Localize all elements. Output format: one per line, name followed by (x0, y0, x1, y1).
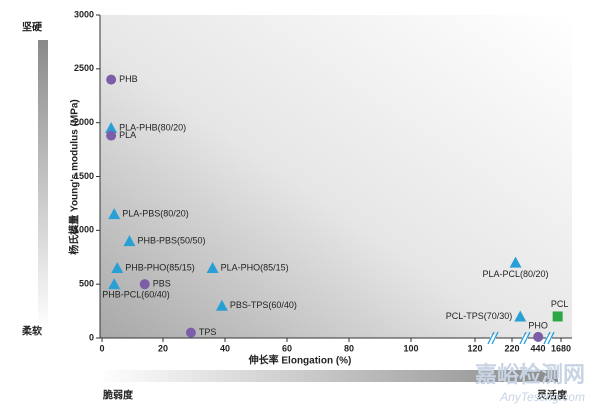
y-tick-label: 0 (89, 332, 94, 342)
point-label: PHB (119, 74, 138, 84)
point (533, 331, 544, 342)
axis-break (491, 331, 499, 345)
plot-background (100, 15, 572, 338)
point-label: PLA-PHO(85/15) (221, 262, 289, 272)
y-tick-label: 500 (79, 279, 94, 289)
x-tick-label: 100 (403, 343, 418, 353)
axis-break-gap (522, 335, 528, 341)
x-tick-label: 220 (504, 343, 519, 353)
y-tick-label: 2500 (74, 63, 94, 73)
axis-break (519, 331, 527, 345)
point-label: PLA (119, 130, 136, 140)
x-tick-label: 60 (282, 343, 292, 353)
axis-break (487, 331, 495, 345)
y-tick-label: 2000 (74, 117, 94, 127)
point-label: PBS (153, 279, 171, 289)
axis-break (547, 331, 555, 345)
point (106, 74, 117, 85)
top-label: 坚硬 (22, 21, 43, 34)
bottom-label: 柔软 (21, 325, 42, 338)
y-tick-label: 1000 (74, 225, 94, 235)
point-label: PBS-TPS(60/40) (230, 300, 297, 310)
watermark: 嘉峪检测网 (475, 362, 585, 387)
axis-break-gap (490, 335, 496, 341)
point (108, 208, 121, 220)
y-tick-label: 1500 (74, 171, 94, 181)
point-label: PHB-PCL(60/40) (102, 290, 170, 300)
point (206, 262, 219, 274)
watermark-url: AnyTesting.com (499, 390, 585, 404)
axis-break (543, 331, 551, 345)
point (514, 310, 527, 322)
point (215, 299, 228, 311)
point-label: PHB-PHO(85/15) (125, 262, 195, 272)
left-label: 脆弱度 (102, 389, 134, 402)
point (185, 327, 196, 338)
right-label: 灵活度 (537, 389, 568, 402)
point (123, 235, 136, 247)
point (139, 279, 150, 290)
point-label: PLA-PHB(80/20) (119, 122, 186, 132)
point-label: PLA-PCL(80/20) (483, 269, 549, 279)
x-tick-label: 40 (220, 343, 230, 353)
y-tick-label: 3000 (74, 9, 94, 19)
point (106, 130, 117, 141)
x-tick-label: 20 (158, 343, 168, 353)
flexibility-bar (98, 370, 558, 382)
point-label: PCL (551, 299, 569, 309)
point (552, 311, 563, 322)
axis-break-gap (546, 335, 552, 341)
point-label: PLA-PBS(80/20) (122, 209, 189, 219)
y-axis-title: 杨氏模量 Young's modulus (MPa) (68, 99, 81, 255)
x-tick-label: 1680 (551, 343, 571, 353)
x-tick-label: 80 (344, 343, 354, 353)
axis-break (523, 331, 531, 345)
point-label: PHO (528, 320, 548, 330)
point-label: PHB-PBS(50/50) (137, 235, 205, 245)
point (509, 256, 522, 268)
point (105, 122, 118, 134)
x-axis-title: 伸长率 Elongation (%) (248, 354, 352, 367)
point-label: TPS (199, 327, 217, 337)
x-tick-label: 0 (99, 343, 104, 353)
x-tick-label: 120 (467, 343, 482, 353)
x-tick-label: 440 (530, 343, 545, 353)
point-label: PCL-TPS(70/30) (446, 311, 513, 321)
hardness-bar (38, 40, 48, 330)
point (111, 262, 124, 274)
point (108, 278, 121, 290)
